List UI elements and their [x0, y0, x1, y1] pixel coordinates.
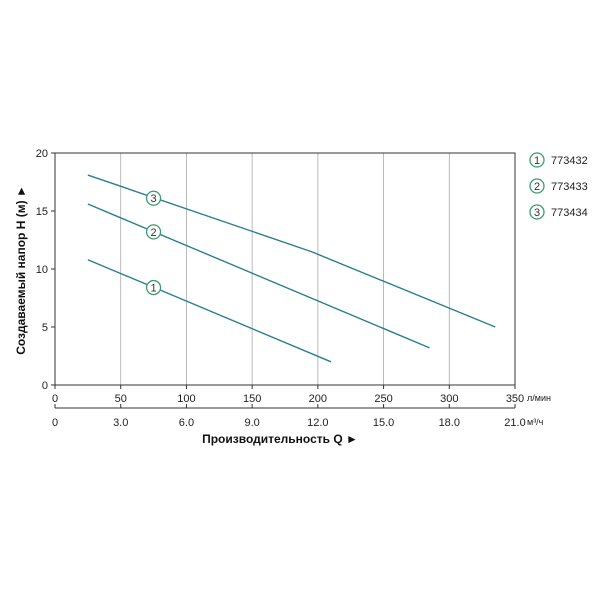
x-unit-primary: л/мин	[527, 393, 551, 403]
x2-ticks: 0 3.0 6.0 9.0 12.0 15.0 18.0 21.0	[52, 404, 526, 429]
x-tick-label: 250	[374, 393, 392, 405]
legend-marker-label: 3	[534, 207, 540, 219]
legend-entry-773432: 773432	[551, 155, 588, 167]
x-ticks: 0 50 100 150 200 250 300 350	[52, 385, 524, 405]
legend-entry-773434: 773434	[551, 207, 588, 219]
x2-tick-label: 21.0	[504, 417, 525, 429]
x-tick-label: 300	[440, 393, 458, 405]
series: 1 2 3	[87, 174, 496, 363]
series-marker-label: 2	[151, 227, 157, 239]
x-tick-label: 350	[506, 393, 524, 405]
y-tick-label: 20	[36, 148, 48, 160]
series-marker-773433	[145, 224, 162, 240]
y-ticks: 0 5 10 15 20	[36, 148, 55, 392]
x2-tick-label: 3.0	[113, 417, 128, 429]
x2-tick-label: 9.0	[244, 417, 259, 429]
x-tick-label: 150	[243, 393, 261, 405]
legend-marker-773433	[529, 178, 545, 194]
y-axis-label: Создаваемый напор H (м) ►	[14, 185, 28, 355]
series-marker-773432	[145, 279, 162, 296]
x2-tick-label: 12.0	[307, 417, 328, 429]
legend-marker-773434	[529, 204, 545, 220]
series-marker-label: 3	[151, 193, 157, 205]
y-tick-label: 0	[42, 380, 48, 392]
x-tick-label: 0	[52, 393, 58, 405]
x2-tick-label: 0	[52, 417, 58, 429]
x-tick-label: 200	[309, 393, 327, 405]
legend-marker-label: 2	[534, 181, 540, 193]
series-line-773433	[87, 203, 430, 349]
x-tick-label: 50	[115, 393, 127, 405]
legend-marker-label: 1	[534, 155, 540, 167]
legend-entry-773433: 773433	[551, 181, 588, 193]
y-tick-label: 15	[36, 206, 48, 218]
series-line-773432	[87, 259, 332, 363]
grid	[120, 153, 516, 385]
x-tick-label: 100	[177, 393, 195, 405]
y-tick-label: 10	[36, 264, 48, 276]
x-axis-label: Производительность Q ►	[202, 432, 358, 446]
y-tick-label: 5	[42, 322, 48, 334]
x2-tick-label: 6.0	[179, 417, 194, 429]
series-line-773434	[87, 174, 496, 328]
x-unit-secondary: м³/ч	[527, 417, 544, 427]
series-marker-773434	[145, 190, 162, 206]
series-marker-label: 1	[151, 283, 157, 295]
legend-marker-773432	[529, 152, 545, 168]
legend: 1 773432 2 773433 3 773434	[529, 152, 588, 220]
x2-tick-label: 18.0	[439, 417, 460, 429]
x2-tick-label: 15.0	[373, 417, 394, 429]
